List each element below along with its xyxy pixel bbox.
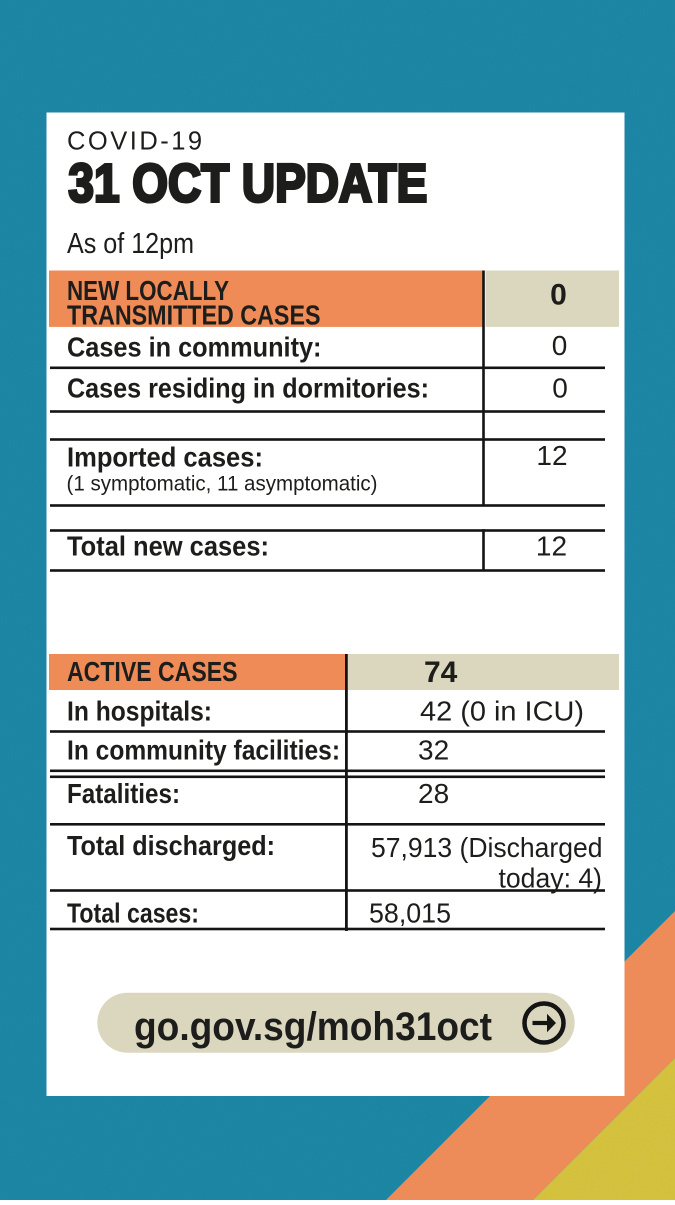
svg-text:12: 12 bbox=[536, 440, 567, 471]
svg-text:Fatalities:: Fatalities: bbox=[67, 778, 180, 809]
svg-text:Total cases:: Total cases: bbox=[67, 898, 199, 929]
svg-text:74: 74 bbox=[424, 656, 458, 689]
svg-text:Total new cases:: Total new cases: bbox=[67, 531, 269, 562]
svg-text:28: 28 bbox=[418, 778, 449, 809]
svg-text:58,015: 58,015 bbox=[369, 898, 451, 929]
svg-text:32: 32 bbox=[418, 735, 449, 766]
svg-text:ACTIVE CASES: ACTIVE CASES bbox=[67, 656, 238, 687]
svg-text:0: 0 bbox=[550, 279, 567, 312]
svg-text:12: 12 bbox=[536, 531, 567, 562]
svg-text:TRANSMITTED CASES: TRANSMITTED CASES bbox=[67, 300, 321, 331]
svg-text:go.gov.sg/moh31oct: go.gov.sg/moh31oct bbox=[134, 1005, 492, 1049]
svg-text:Imported cases:: Imported cases: bbox=[67, 442, 263, 473]
svg-text:31 OCT UPDATE: 31 OCT UPDATE bbox=[68, 153, 427, 213]
svg-text:0: 0 bbox=[552, 330, 568, 361]
svg-text:As of 12pm: As of 12pm bbox=[67, 228, 194, 260]
svg-text:0: 0 bbox=[552, 373, 568, 404]
svg-text:Total discharged:: Total discharged: bbox=[67, 830, 275, 861]
svg-text:today: 4): today: 4) bbox=[499, 863, 603, 894]
svg-text:57,913 (Discharged: 57,913 (Discharged bbox=[371, 832, 603, 863]
svg-text:NEW LOCALLY: NEW LOCALLY bbox=[67, 275, 229, 306]
svg-text:In community facilities:: In community facilities: bbox=[67, 735, 340, 766]
svg-text:In hospitals:: In hospitals: bbox=[67, 696, 212, 727]
svg-text:COVID-19: COVID-19 bbox=[67, 128, 205, 156]
svg-text:(1 symptomatic, 11 asymptomati: (1 symptomatic, 11 asymptomatic) bbox=[67, 473, 378, 496]
svg-text:Cases in community:: Cases in community: bbox=[67, 332, 322, 363]
svg-text:Cases residing in dormitories:: Cases residing in dormitories: bbox=[67, 373, 429, 404]
svg-text:42 (0 in ICU): 42 (0 in ICU) bbox=[420, 696, 584, 727]
